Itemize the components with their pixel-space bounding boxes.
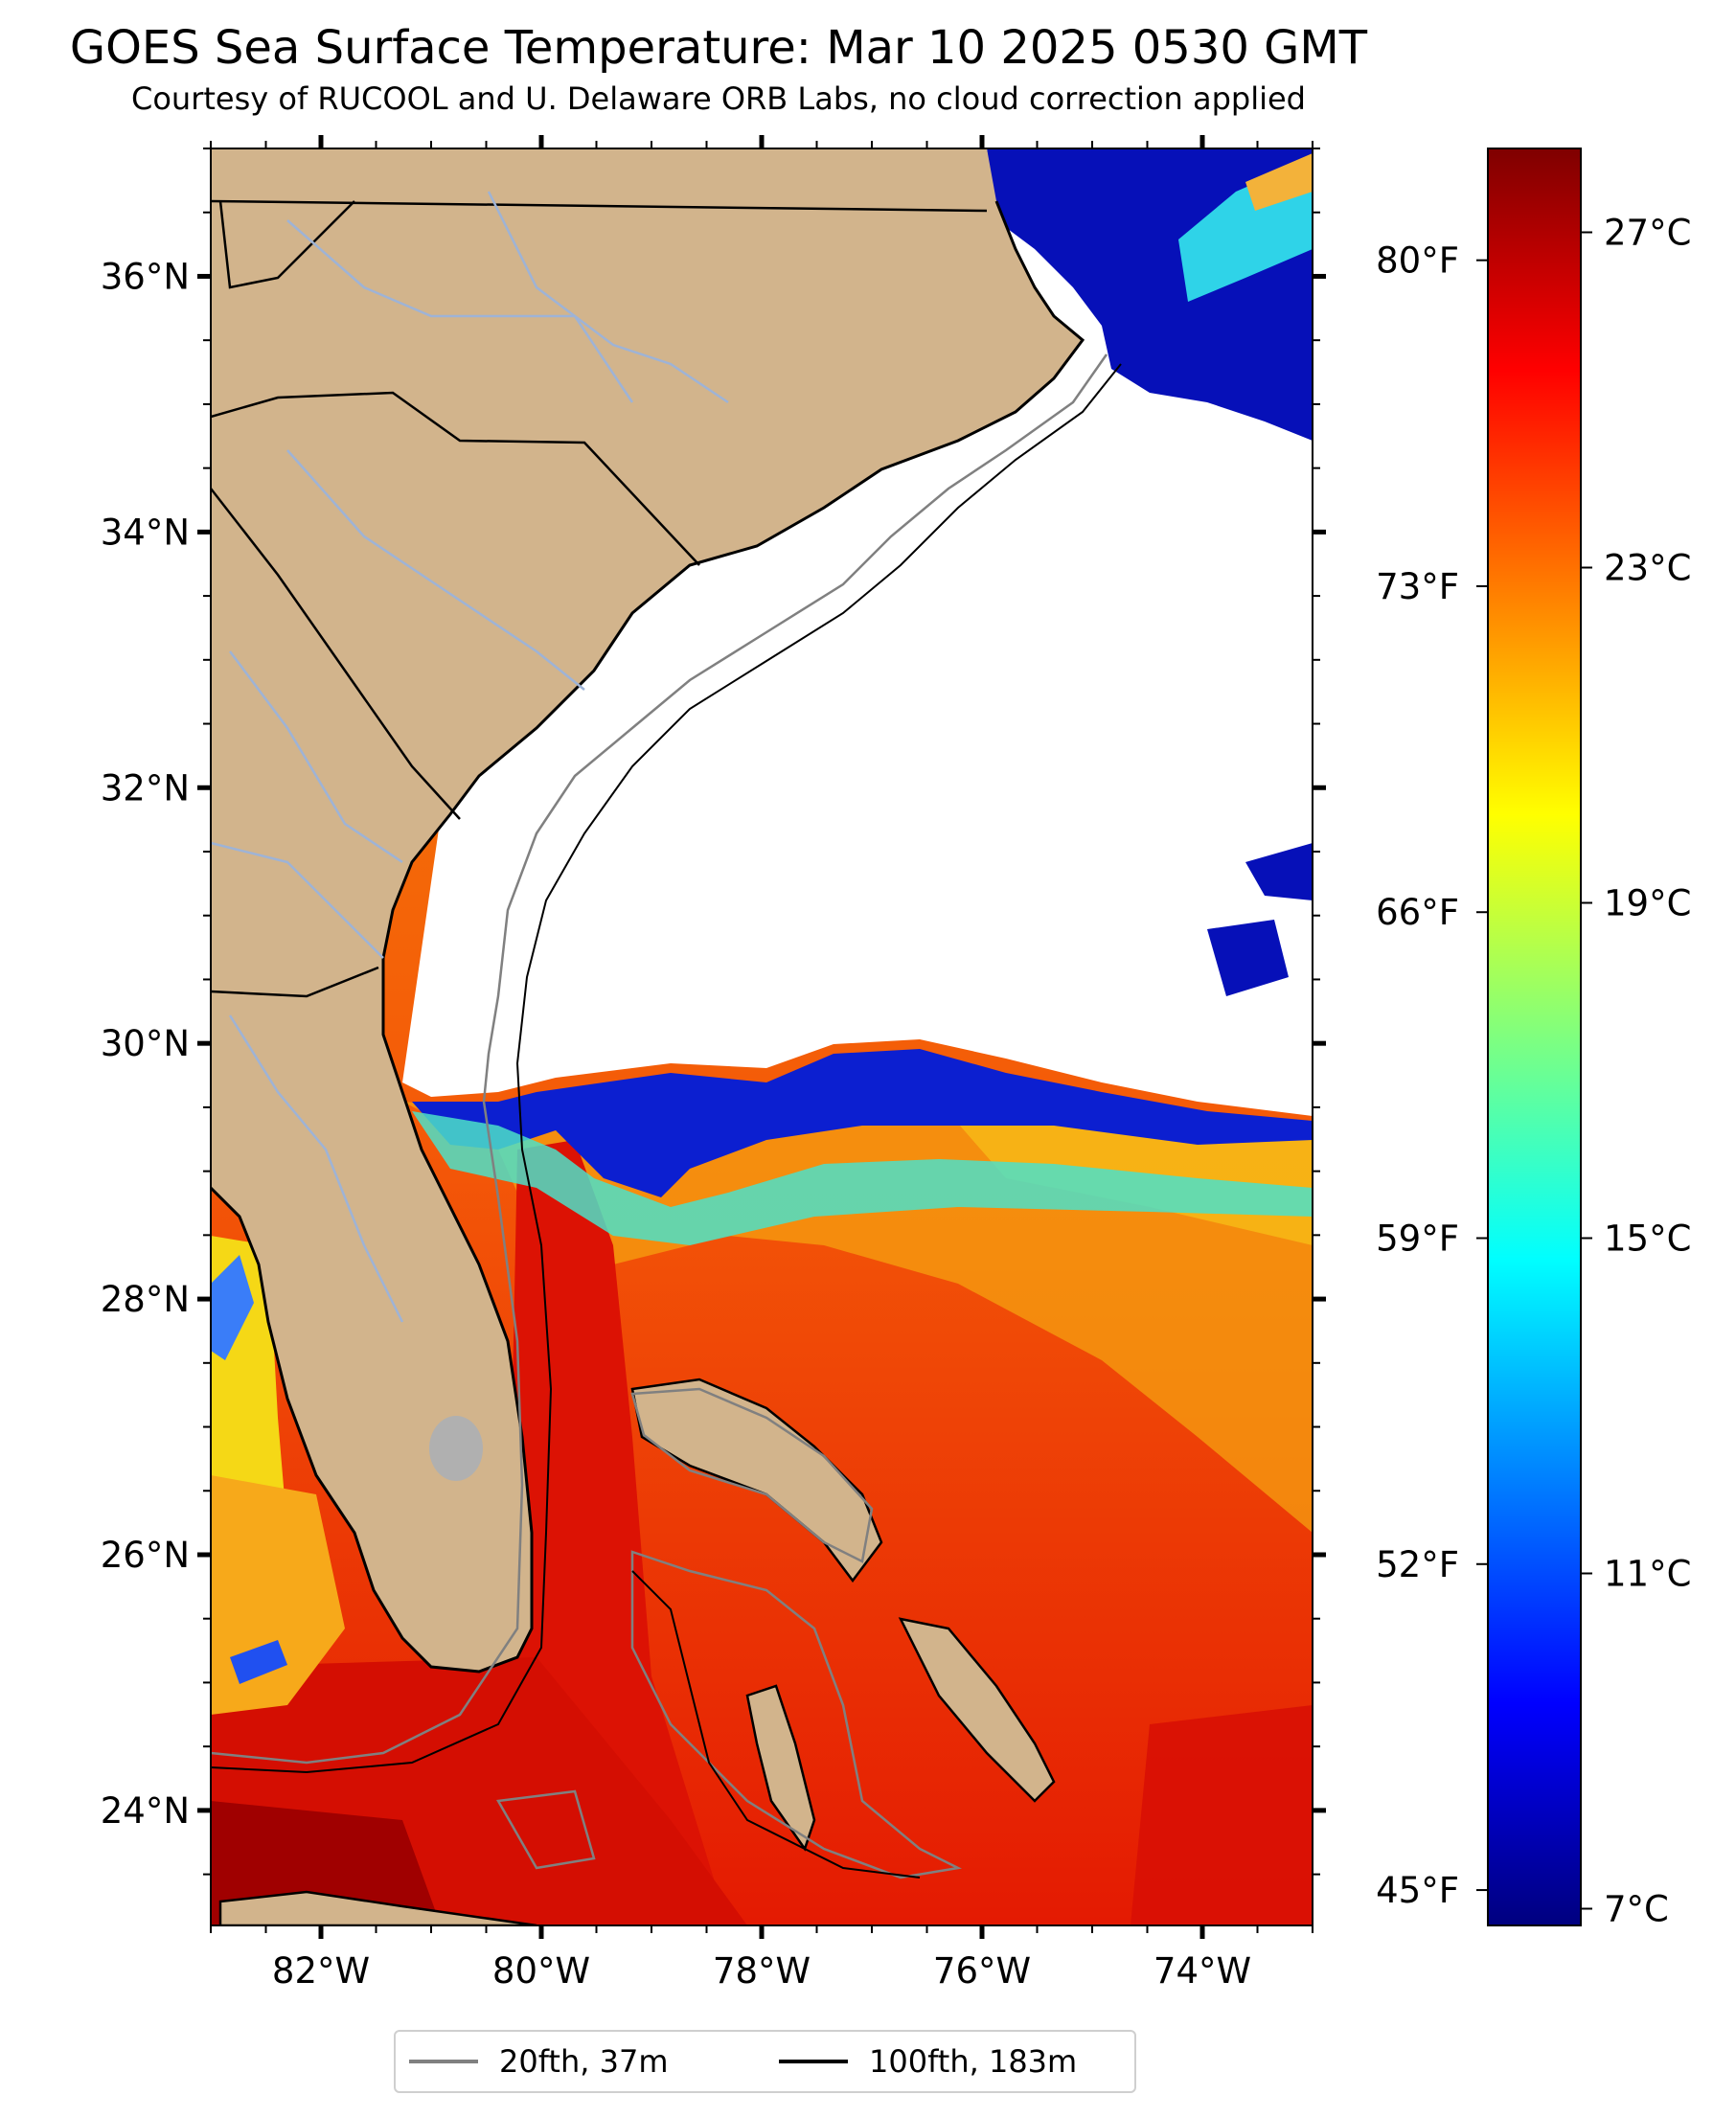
lat-tick-label: 30°N <box>101 1023 190 1064</box>
contour-100fth-bahamas <box>631 1570 921 1879</box>
contour-20fth <box>211 353 1108 1765</box>
cool-front-band <box>412 1049 1313 1197</box>
boundary-nc-sc <box>211 391 700 566</box>
boundary-ga-fl <box>211 966 379 998</box>
lat-tick-label: 28°N <box>101 1279 190 1320</box>
lat-tick-label: 32°N <box>101 767 190 808</box>
coastline <box>211 200 1085 1674</box>
cuba-north-coast <box>218 1890 537 1925</box>
map-area <box>211 148 1313 1925</box>
gulf-cool-patch <box>211 1255 254 1360</box>
us-land <box>211 148 1083 1672</box>
lon-tick-label: 78°W <box>713 1950 811 1992</box>
legend-label-20fth: 20fth, 37m <box>499 2043 669 2080</box>
lon-tick-label: 74°W <box>1154 1950 1251 1992</box>
fahrenheit-tick-label: 80°F <box>1376 240 1459 282</box>
cool-cyan-band <box>412 1111 1313 1245</box>
fahrenheit-tick-label: 45°F <box>1376 1870 1459 1911</box>
lat-tick-label: 24°N <box>101 1790 190 1832</box>
colorbar-tick-label: 15°C <box>1604 1218 1691 1260</box>
colorbar <box>1487 148 1582 1926</box>
lake-okeechobee <box>429 1416 483 1481</box>
colorbar-tick-label: 11°C <box>1604 1554 1691 1595</box>
lat-tick-label: 26°N <box>101 1535 190 1576</box>
map-title: GOES Sea Surface Temperature: Mar 10 202… <box>69 21 1368 75</box>
map-subtitle: Courtesy of RUCOOL and U. Delaware ORB L… <box>131 80 1306 117</box>
contour-legend: 20fth, 37m 100fth, 183m <box>394 2030 1136 2093</box>
fahrenheit-tick-label: 52°F <box>1376 1544 1459 1585</box>
fahrenheit-tick-label: 66°F <box>1376 892 1459 933</box>
colorbar-tick-label: 27°C <box>1604 213 1691 254</box>
legend-label-100fth: 100fth, 183m <box>869 2043 1078 2080</box>
boundary-tn-nc <box>218 200 355 289</box>
bank-contour-little-bahama <box>630 1387 874 1563</box>
colorbar-tick-label: 23°C <box>1604 548 1691 589</box>
colorbar-tick-label: 7°C <box>1604 1889 1669 1930</box>
boundary-sc-ga <box>211 488 461 820</box>
fahrenheit-tick-label: 73°F <box>1376 566 1459 607</box>
boundary-va-nc <box>211 199 988 213</box>
rivers <box>211 191 729 1323</box>
northeast-warm-filament <box>1245 153 1313 211</box>
lon-tick-label: 82°W <box>272 1950 370 1992</box>
lon-tick-label: 76°W <box>933 1950 1031 1992</box>
sst-red-east <box>1131 1705 1313 1925</box>
bank-contour-cay-sal <box>495 1789 596 1870</box>
lon-tick-label: 80°W <box>492 1950 590 1992</box>
colorbar-axis: 27°C 23°C 19°C 15°C 11°C 7°C 80°F 73°F 66°F 59°F 5… <box>1376 213 1691 1930</box>
legend-swatch-100fth <box>779 2060 848 2063</box>
bank-contour-great-bahama <box>630 1550 962 1879</box>
contour-100fth <box>211 363 1122 1774</box>
lat-tick-label: 34°N <box>101 512 190 553</box>
legend-item-100fth: 100fth, 183m <box>779 2032 1077 2091</box>
cold-patch-east <box>1245 843 1313 900</box>
cold-patch-east-2 <box>1207 920 1289 996</box>
legend-item-20fth: 20fth, 37m <box>409 2032 668 2091</box>
bahamas-eleuthera <box>898 1617 1056 1803</box>
colorbar-tick-label: 19°C <box>1604 883 1691 924</box>
sst-darkred-patch <box>211 1801 441 1925</box>
bahamas-andros <box>745 1684 816 1852</box>
gulf-blue-spot <box>230 1640 287 1684</box>
fahrenheit-tick-label: 59°F <box>1376 1218 1459 1260</box>
legend-swatch-20fth <box>409 2060 478 2063</box>
lat-tick-label: 36°N <box>101 256 190 297</box>
map-axes: 82°W 80°W 78°W 76°W 74°W 36°N 34°N 32°N 30°N 28°N… <box>101 135 1326 1992</box>
bahamas-abaco-grand <box>630 1378 883 1583</box>
